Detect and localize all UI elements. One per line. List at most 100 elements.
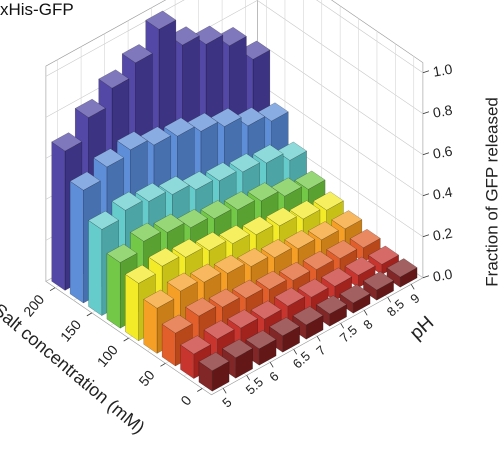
- bar-face-top: [124, 264, 156, 284]
- bar-face-top: [279, 261, 311, 281]
- y-tick-label: 100: [94, 342, 121, 370]
- bar-face-top: [198, 352, 230, 371]
- bar-face-top: [106, 243, 138, 263]
- x-tick-label: 8: [360, 317, 375, 333]
- x-tick: [410, 284, 415, 290]
- z-tick: [422, 152, 430, 156]
- bar-group: [51, 10, 418, 392]
- bar-face-top: [362, 271, 395, 291]
- bar-face-top: [321, 267, 353, 287]
- bar-face-top: [386, 258, 418, 278]
- bar-face-top: [205, 162, 237, 182]
- bar-face-top: [312, 191, 344, 211]
- bar: [362, 271, 395, 301]
- bar-face-top: [331, 210, 363, 230]
- bar-face-top: [294, 170, 326, 190]
- bar-face-top: [344, 256, 376, 276]
- bar-face-top: [116, 131, 148, 151]
- bar: [245, 330, 277, 366]
- x-tick: [316, 336, 321, 342]
- bar-face-top: [195, 231, 227, 251]
- bar-face-top: [93, 148, 125, 168]
- bar-face-top: [166, 272, 198, 292]
- bar-face-side: [125, 273, 139, 342]
- bar-face-top: [153, 213, 185, 233]
- bar-face-top: [268, 317, 301, 337]
- x-tick-label: 6: [266, 369, 281, 385]
- bar-face-top: [255, 270, 287, 290]
- bar-face-top: [180, 335, 212, 355]
- bar-face-top: [326, 239, 358, 259]
- y-tick: [197, 388, 203, 392]
- bar-face-top: [210, 107, 242, 127]
- bar-face-top: [140, 126, 172, 146]
- bar-face-top: [190, 263, 222, 283]
- bar-face-top: [208, 288, 240, 308]
- bar-face-top: [98, 69, 130, 89]
- bar-face-side: [51, 141, 66, 291]
- z-tick-label: 0.0: [432, 266, 454, 285]
- bar-face-top: [227, 309, 259, 329]
- z-axis-label: Fraction of GFP released: [482, 97, 498, 287]
- bar-face-top: [158, 175, 190, 195]
- bar-face-top: [213, 254, 245, 274]
- bar-face-top: [185, 297, 217, 317]
- x-tick: [340, 323, 345, 329]
- bar-face-top: [129, 222, 162, 242]
- bar-face-top: [245, 330, 277, 350]
- x-tick: [246, 375, 251, 381]
- bar-face-top: [242, 216, 274, 236]
- bar-face-side: [88, 219, 103, 317]
- bar-face-top: [297, 278, 329, 298]
- bar-face-top: [218, 225, 250, 244]
- z-tick-label: 0.4: [432, 184, 454, 203]
- y-tick-label: 150: [57, 316, 84, 344]
- bar-face-top: [51, 132, 83, 152]
- z-tick: [422, 70, 430, 74]
- bar-face-top: [74, 98, 106, 118]
- x-tick-label: 8.5: [384, 296, 407, 319]
- bar-face-side: [143, 298, 158, 354]
- bar-face-top: [349, 228, 381, 248]
- z-tick-label: 0.8: [432, 102, 454, 121]
- x-tick-label: 5: [219, 395, 234, 411]
- bar-face-top: [302, 250, 334, 270]
- bar-face-top: [229, 153, 261, 173]
- bar-face-top: [307, 221, 339, 241]
- bar-face-top: [69, 171, 101, 191]
- bar-face-top: [121, 44, 153, 64]
- x-tick-label: 5.5: [243, 374, 266, 397]
- bar-face-top: [200, 200, 232, 220]
- x-tick-label: 7.5: [337, 322, 360, 345]
- bar-face-top: [187, 112, 219, 132]
- x-tick: [222, 388, 227, 394]
- bar-face-top: [270, 177, 303, 197]
- x-tick: [363, 310, 368, 316]
- z-tick: [422, 111, 430, 115]
- bar-face-side: [106, 253, 121, 329]
- bar-face-top: [161, 314, 193, 334]
- bar-face-top: [257, 102, 289, 122]
- bar-face-top: [232, 279, 264, 299]
- y-tick-label: 0: [177, 392, 194, 408]
- bar-face-top: [315, 295, 348, 315]
- bar-face-top: [250, 300, 282, 320]
- bar-face-top: [368, 245, 400, 265]
- bar-face-top: [163, 117, 195, 137]
- bar-face-top: [289, 200, 321, 220]
- z-tick: [422, 275, 430, 279]
- y-tick: [86, 312, 93, 317]
- x-tick-label: 6.5: [290, 348, 313, 371]
- bar-face-top: [339, 284, 371, 304]
- z-tick-label: 0.6: [432, 143, 454, 162]
- bar-face-side: [69, 180, 84, 304]
- y-tick: [160, 362, 166, 367]
- y-tick-label: 50: [135, 367, 157, 389]
- bar-face-top: [171, 238, 203, 258]
- bar-face-top: [176, 209, 209, 228]
- bar-face-top: [265, 207, 297, 227]
- x-axis-label: pH: [406, 312, 438, 344]
- z-tick-label: 0.2: [432, 225, 454, 244]
